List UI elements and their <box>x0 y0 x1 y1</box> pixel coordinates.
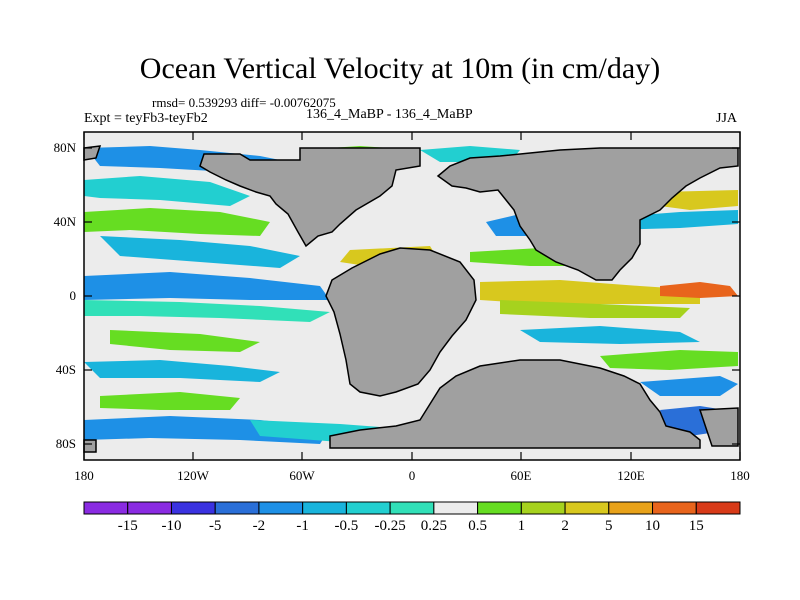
field-blob <box>100 236 300 268</box>
lon-label-180-left: 180 <box>74 468 94 483</box>
field-blob <box>640 376 738 396</box>
lon-label-60w: 60W <box>289 468 315 483</box>
lat-label-0: 0 <box>69 288 77 303</box>
field-blob <box>660 190 738 210</box>
map-title: Ocean Vertical Velocity at 10m (in cm/da… <box>139 52 661 85</box>
colorbar-label: 0.5 <box>468 518 487 534</box>
experiment-label: Expt = teyFb3-teyFb2 <box>84 111 208 126</box>
lon-label-180-right: 180 <box>730 468 750 483</box>
field-blob <box>480 280 700 304</box>
land-bottom-right <box>698 407 739 447</box>
colorbar-box <box>170 501 216 515</box>
colorbar-label: 5 <box>605 518 613 534</box>
colorbar-box <box>389 501 435 515</box>
colorbar-label: -5 <box>208 518 222 534</box>
field-blob <box>84 272 330 300</box>
run-label: 136_4_MaBP - 136_4_MaBP <box>306 107 473 122</box>
colorbar-label: -0.5 <box>334 518 359 534</box>
land-antarctica <box>329 359 701 449</box>
land-bottom-left <box>83 439 97 453</box>
colorbar-label: -1 <box>296 518 309 534</box>
land-americas-north <box>199 147 421 248</box>
colorbar-box <box>564 501 610 515</box>
colorbar-label: 2 <box>561 518 569 534</box>
colorbar-label: -15 <box>117 518 138 534</box>
lon-label-60e: 60E <box>510 468 532 483</box>
lon-label-120w: 120W <box>177 468 209 483</box>
colorbar-label: -10 <box>161 518 182 534</box>
colorbar-label: -0.25 <box>374 518 406 534</box>
axis-ticks <box>83 132 741 460</box>
colorbar-label: 1 <box>517 518 526 534</box>
colorbar <box>83 501 741 515</box>
field-blob <box>660 282 738 298</box>
field-blob <box>100 392 240 410</box>
lon-label-120e: 120E <box>617 468 645 483</box>
field-blob <box>500 300 690 318</box>
field-blob <box>84 300 330 322</box>
colorbar-box <box>695 501 741 515</box>
colorbar-box <box>345 501 391 515</box>
lat-label-80s: 80S <box>55 436 76 451</box>
land-eurasia <box>436 147 739 281</box>
field-blob <box>110 330 260 352</box>
colorbar-box <box>258 501 304 515</box>
colorbar-box <box>520 501 566 515</box>
colorbar-box <box>608 501 654 515</box>
colorbar-label: 0.25 <box>420 518 447 534</box>
lon-label-0: 0 <box>408 468 416 483</box>
field-blob <box>84 208 270 236</box>
lat-label-40n: 40N <box>53 214 76 229</box>
field-blob <box>600 350 738 370</box>
colorbar-box <box>302 501 347 515</box>
colorbar-label: 15 <box>688 518 704 534</box>
land-masses <box>83 145 739 453</box>
season-label: JJA <box>716 111 738 126</box>
stats-line: rmsd= 0.539293 diff= -0.00762075 <box>152 95 336 110</box>
colorbar-box <box>433 501 479 515</box>
colorbar-box <box>214 501 260 515</box>
field-blob <box>84 176 250 206</box>
field-blob <box>520 326 700 344</box>
colorbar-box <box>127 501 172 515</box>
colorbar-box <box>83 501 129 515</box>
lat-label-40s: 40S <box>55 362 76 377</box>
colorbar-label: -2 <box>252 518 266 534</box>
lat-label-80n: 80N <box>53 140 76 155</box>
land-americas-south <box>325 247 477 397</box>
colorbar-label: 10 <box>645 518 661 534</box>
colorbar-box <box>652 501 697 515</box>
field-blob <box>84 360 280 382</box>
colorbar-box <box>477 501 522 515</box>
